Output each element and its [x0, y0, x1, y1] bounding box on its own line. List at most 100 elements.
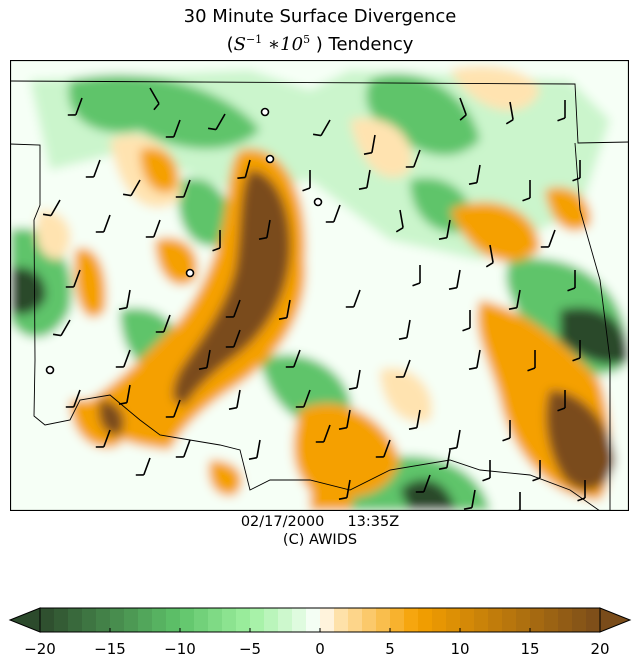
- wind-barb: [338, 409, 351, 430]
- wind-barb: [95, 429, 111, 448]
- calm-wind-circle: [265, 154, 275, 164]
- colorbar-cell: [544, 608, 559, 632]
- colorbar-cell: [306, 608, 321, 632]
- wind-barb: [65, 389, 81, 408]
- colorbar-cell: [138, 608, 153, 632]
- colorbar-cell: [194, 608, 209, 632]
- wind-barb: [122, 179, 141, 197]
- calm-wind-circle: [45, 365, 55, 375]
- wind-barb: [225, 329, 241, 348]
- colorbar-cell: [404, 608, 419, 632]
- calm-wind-circle: [260, 107, 270, 117]
- colorbar-cell: [530, 608, 545, 632]
- wind-barb: [149, 87, 160, 111]
- wind-barb: [198, 349, 211, 370]
- wind-barb: [348, 369, 361, 390]
- colorbar-cells: [40, 608, 601, 632]
- units-base: S: [233, 34, 246, 55]
- wind-barb: [462, 310, 471, 332]
- colorbar-cell: [334, 608, 349, 632]
- wind-barb: [408, 409, 421, 430]
- divergence-region: [450, 66, 540, 111]
- colorbar-tick-label: 15: [520, 640, 539, 658]
- wind-barb: [237, 159, 251, 179]
- wind-barb: [145, 219, 161, 238]
- wind-barb: [52, 319, 71, 337]
- wind-barb: [258, 219, 271, 240]
- wind-barb: [540, 229, 556, 248]
- state-boundary: [10, 80, 629, 144]
- valid-clock: 13:35Z: [347, 514, 400, 530]
- calm-wind-circle: [313, 197, 323, 207]
- colorbar-cell: [96, 608, 111, 632]
- wind-barb: [338, 479, 351, 500]
- divergence-region: [545, 390, 615, 491]
- colorbar-cell: [460, 608, 475, 632]
- colorbar-tick-label: 5: [385, 640, 395, 658]
- colorbar-cell: [166, 608, 181, 632]
- wind-barb: [278, 299, 291, 320]
- divergence-map: [10, 60, 629, 511]
- divergence-region: [68, 74, 260, 149]
- colorbar-cell: [292, 608, 307, 632]
- colorbar-cell: [488, 608, 503, 632]
- divergence-region: [560, 307, 629, 364]
- colorbar-tick-label: −20: [24, 640, 56, 658]
- wind-barb: [175, 179, 191, 198]
- wind-barb: [285, 349, 301, 368]
- wind-barb: [95, 214, 111, 233]
- divergence-region: [380, 368, 432, 422]
- colorbar-tick-label: 0: [315, 640, 325, 658]
- wind-barb: [135, 457, 151, 476]
- chart-subtitle: (S−1 ∗105 ) Tendency: [0, 33, 640, 55]
- divergence-region: [98, 400, 124, 436]
- colorbar-cell: [390, 608, 405, 632]
- colorbar-cell: [320, 608, 335, 632]
- divergence-field: [10, 60, 629, 511]
- wind-barb: [557, 100, 566, 122]
- copyright: (C) AWIDS: [282, 532, 358, 548]
- units-math: S−1 ∗105: [233, 33, 311, 55]
- colorbar-cell: [432, 608, 447, 632]
- divergence-region: [293, 403, 400, 498]
- wind-barb: [363, 134, 376, 155]
- wind-barb: [438, 219, 451, 240]
- wind-barb: [468, 349, 481, 370]
- wind-barb: [165, 119, 181, 138]
- units-exp2: 5: [303, 33, 311, 46]
- colorbar-cell: [110, 608, 125, 632]
- colorbar-cell: [222, 608, 237, 632]
- divergence-region: [450, 202, 540, 262]
- colorbar-ticks: −20 −15 −10 −5 0 5 10 15 20: [24, 628, 610, 658]
- colorbar-cell: [572, 608, 587, 632]
- wind-barb: [405, 149, 421, 168]
- wind-barb: [567, 270, 576, 292]
- divergence-region: [208, 460, 242, 496]
- colorbar-cell: [180, 608, 195, 632]
- wind-barb: [468, 164, 481, 185]
- wind-barb: [395, 209, 404, 233]
- wind-barb: [325, 204, 341, 223]
- colorbar-cell: [54, 608, 69, 632]
- wind-barb: [482, 460, 491, 482]
- wind-barb: [438, 449, 451, 470]
- wind-barb: [448, 269, 461, 290]
- colorbar-cell: [474, 608, 489, 632]
- wind-barb: [228, 389, 241, 410]
- wind-barb: [572, 160, 581, 182]
- wind-barb: [315, 424, 331, 443]
- state-boundary: [574, 142, 611, 511]
- colorbar-tick-label: −15: [94, 640, 126, 658]
- wind-barb: [448, 429, 461, 450]
- wind-barb: [527, 350, 536, 372]
- divergence-region: [74, 248, 106, 318]
- wind-barbs: [42, 87, 586, 511]
- calm-wind-circle: [185, 268, 195, 278]
- wind-barb: [463, 489, 476, 510]
- divergence-region: [10, 267, 46, 315]
- wind-barb: [165, 399, 181, 418]
- wind-barb: [207, 113, 226, 131]
- wind-barb: [485, 244, 494, 268]
- divergence-region: [178, 178, 232, 247]
- wind-barb: [395, 359, 411, 378]
